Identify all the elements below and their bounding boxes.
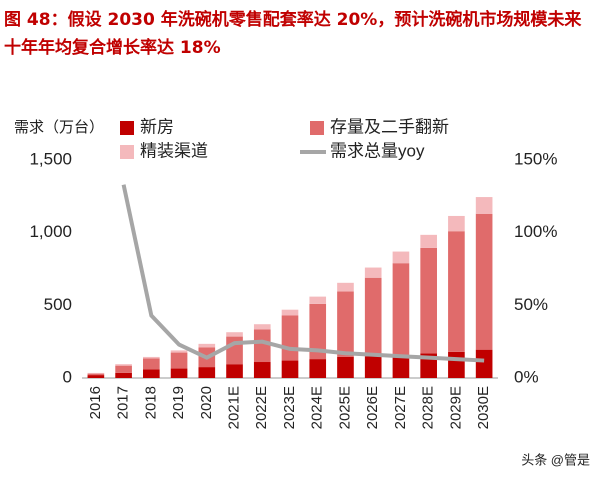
bar-segment <box>87 375 105 378</box>
x-tick-label: 2020 <box>198 386 215 419</box>
legend-label: 精装渠道 <box>140 141 208 160</box>
x-tick-label: 2016 <box>87 386 104 419</box>
x-tick-label: 2025E <box>336 386 353 429</box>
x-tick-label: 2026E <box>364 386 381 429</box>
bar-segment <box>87 373 105 376</box>
x-tick-label: 2023E <box>281 386 298 429</box>
y-tick-label: 1,500 <box>29 149 72 168</box>
bar-segment <box>337 291 354 357</box>
bar-segment <box>364 356 382 378</box>
bar-segment <box>226 336 243 365</box>
legend-label: 存量及二手翻新 <box>330 117 449 136</box>
bar-segment <box>170 350 188 353</box>
bar-segment <box>475 213 493 350</box>
bar-segment <box>115 364 132 366</box>
bar-segment <box>309 303 327 360</box>
x-tick-label: 2017 <box>115 386 132 419</box>
y-tick-label: 500 <box>44 295 72 314</box>
bar-segment <box>87 372 105 374</box>
bar-segment <box>253 362 271 378</box>
bar-segment <box>281 315 299 361</box>
bar-segment <box>337 282 354 292</box>
legend-label: 新房 <box>140 117 174 136</box>
x-tick-label: 2030E <box>475 386 492 429</box>
bar-segment <box>448 231 465 352</box>
line <box>121 184 485 363</box>
watermark: 头条 @管是 <box>521 452 590 467</box>
bar-segment <box>420 234 437 248</box>
x-tick-label: 2028E <box>420 386 437 429</box>
legend-swatch <box>120 121 134 135</box>
bar-segment <box>226 332 243 337</box>
y2-tick-label: 50% <box>514 295 548 314</box>
bar-segment <box>392 251 410 264</box>
x-tick-label: 2022E <box>253 386 270 429</box>
y2-tick-label: 150% <box>514 149 557 168</box>
bar-segment <box>115 365 132 373</box>
bar-segment <box>170 368 188 378</box>
x-tick-label: 2027E <box>392 386 409 429</box>
bar-segment <box>475 197 493 214</box>
bar-segment <box>392 354 410 378</box>
y-tick-label: 1,000 <box>29 222 72 241</box>
bar-segment <box>392 263 410 355</box>
bar-segment <box>143 369 160 378</box>
x-tick-label: 2021E <box>226 386 243 429</box>
bar-segment <box>198 343 216 348</box>
y-tick-label: 0 <box>63 367 72 386</box>
y-axis-label: 需求（万台） <box>14 119 104 136</box>
y2-tick-label: 100% <box>514 222 557 241</box>
chart-title: 图 48：假设 2030 年洗碗机零售配套率达 20%，预计洗碗机市场规模未来十… <box>4 10 582 58</box>
bar-segment <box>115 372 132 378</box>
bar-segment <box>364 267 382 278</box>
y2-tick-label: 0% <box>514 367 539 386</box>
x-tick-label: 2024E <box>309 386 326 429</box>
bar-segment <box>475 349 493 378</box>
legend-swatch <box>120 145 134 159</box>
bar-segment <box>198 367 216 378</box>
bar-segment <box>170 352 188 369</box>
bar-segment <box>281 360 299 378</box>
bar-segment <box>253 329 271 363</box>
bar-segment <box>309 296 327 304</box>
bar-segment <box>226 364 243 378</box>
bar-segment <box>448 351 465 378</box>
bar-segment <box>337 356 354 378</box>
bar-segment <box>253 324 271 330</box>
bar-segment <box>309 359 327 378</box>
legend-swatch <box>310 121 324 135</box>
x-tick-label: 2029E <box>447 386 464 429</box>
x-tick-label: 2018 <box>142 386 159 419</box>
bar-segment <box>448 215 465 232</box>
legend-label: 需求总量yoy <box>330 141 425 160</box>
bar-segment <box>364 277 382 357</box>
bar-segment <box>281 309 299 316</box>
x-tick-label: 2019 <box>170 386 187 419</box>
bar-segment <box>420 247 437 354</box>
bar-segment <box>143 358 160 370</box>
bar-segment <box>143 356 160 359</box>
